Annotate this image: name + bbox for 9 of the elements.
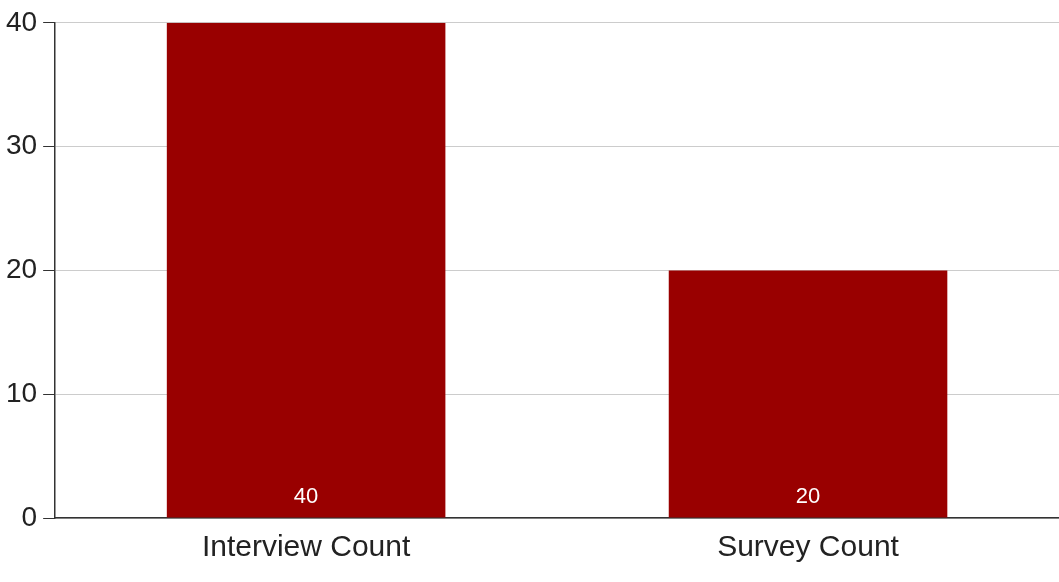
y-tick-label: 40 (5, 5, 38, 37)
x-tick-label: Survey Count (717, 529, 900, 563)
data-label: 20 (795, 482, 821, 508)
y-tick-label: 30 (5, 129, 38, 161)
y-tick-label: 0 (21, 500, 38, 532)
data-label: 40 (293, 482, 319, 508)
y-tick-label: 10 (5, 376, 38, 408)
y-tick-label: 20 (5, 253, 38, 285)
x-tick-label: Interview Count (201, 529, 411, 563)
